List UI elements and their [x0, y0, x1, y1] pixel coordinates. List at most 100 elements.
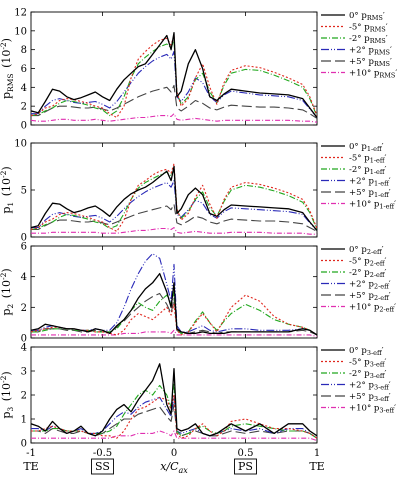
y-tick-label: 12	[14, 8, 27, 19]
y-label-scale-exp: -2	[0, 42, 8, 50]
y-tick-label: 0	[21, 121, 27, 132]
legend-entry: +5° p1-eff′	[349, 188, 391, 199]
y-label-scale-exp: -2	[0, 170, 8, 178]
legend-entry: 0° p1-eff′	[349, 142, 384, 153]
series-line-+10	[31, 430, 317, 442]
y-tick-label: 4	[21, 272, 27, 283]
series-line--2	[31, 291, 317, 336]
legend: 0° p2-eff′-5° p2-eff′-2° p2-eff′+2° p2-e…	[321, 245, 396, 314]
legend-entry: -5° p3-eff′	[349, 358, 386, 369]
legend: 0° p1-eff′-5° p1-eff′-2° p1-eff′+2° p1-e…	[321, 142, 396, 211]
series-line-0	[31, 32, 317, 118]
legend: 0° pRMS′-5° pRMS′-2° pRMS′+2° pRMS′+5° p…	[321, 11, 397, 80]
x-tick-label: -0.5	[93, 448, 112, 459]
legend-entry: -5° p2-eff′	[349, 257, 386, 268]
x-tick-label: -1	[26, 448, 36, 459]
y-tick-label: 10	[14, 26, 27, 37]
series-line--5	[31, 163, 317, 232]
ps-box	[234, 458, 257, 475]
y-tick-label: 2	[21, 102, 27, 113]
series-line--2	[31, 39, 317, 117]
legend-entry: +10° p1-eff′	[349, 200, 396, 211]
y-label-prime: ′	[0, 302, 8, 304]
y-tick-label: 2	[21, 303, 27, 314]
y-label-prime: ′	[0, 405, 8, 407]
y-tick-label: 5	[21, 186, 27, 197]
y-label-scale-close: )	[0, 38, 13, 42]
legend-entry: -5° p1-eff′	[349, 154, 386, 165]
y-label-scale-close: )	[0, 371, 13, 375]
series-group	[31, 363, 317, 442]
series-line-0	[31, 165, 317, 231]
series-line-+5	[31, 203, 317, 232]
series-line-+2	[31, 50, 317, 118]
legend-entry: -2° p2-eff′	[349, 268, 386, 279]
series-line--2	[31, 382, 317, 439]
x-tick-label: 0	[171, 448, 177, 459]
y-label-prime: ′	[0, 71, 8, 73]
ss-label: SS	[95, 460, 110, 473]
y-label-sub: 1	[6, 202, 15, 207]
y-label-sub: RMS	[6, 73, 15, 91]
y-axis-label: p1′ (10-2)	[0, 166, 15, 213]
y-label-scale-close: )	[0, 166, 13, 170]
te-right-label: TE	[309, 460, 324, 473]
legend-entry: +10° p3-eff′	[349, 404, 396, 415]
y-label-scale-exp: -2	[0, 272, 8, 280]
y-tick-label: 2	[21, 391, 27, 402]
legend-entry: +2° pRMS′	[349, 46, 392, 57]
legend-entry: +2° p2-eff′	[349, 280, 391, 291]
series-line-+10	[31, 227, 317, 235]
series-line-0	[31, 272, 317, 336]
legend-entry: +5° p2-eff′	[349, 291, 391, 302]
series-line-+10	[31, 113, 317, 123]
y-axis-label: p3′ (10-2)	[0, 371, 15, 418]
series-group	[31, 163, 317, 235]
legend-entry: +10° pRMS′	[349, 69, 397, 80]
y-label-scale: (10	[0, 50, 13, 72]
legend-entry: -2° p3-eff′	[349, 369, 386, 380]
y-label-main: p	[0, 412, 13, 419]
legend-entry: +2° p1-eff′	[349, 177, 391, 188]
series-line--2	[31, 168, 317, 231]
y-tick-label: 0	[21, 233, 27, 244]
ss-box	[91, 458, 114, 475]
y-label-scale: (10	[0, 178, 13, 200]
y-tick-label: 6	[21, 64, 27, 75]
legend-entry: -5° pRMS′	[349, 23, 388, 34]
y-tick-label: 3	[21, 367, 27, 378]
legend: 0° p3-eff′-5° p3-eff′-2° p3-eff′+2° p3-e…	[321, 346, 396, 415]
y-tick-label: 10	[14, 139, 27, 150]
y-label-scale-close: )	[0, 268, 13, 272]
y-label-main: p	[0, 92, 13, 99]
y-label-main: p	[0, 207, 13, 214]
y-tick-label: 4	[21, 83, 27, 94]
x-tick-label: 1	[314, 448, 320, 459]
series-line--5	[31, 394, 317, 439]
y-label-scale-exp: -2	[0, 375, 8, 383]
series-line-+10	[31, 329, 317, 338]
y-label-prime: ′	[0, 200, 8, 202]
series-line-+5	[31, 84, 317, 119]
y-label-scale: (10	[0, 280, 13, 302]
y-tick-label: 0	[21, 439, 27, 450]
legend-entry: +5° p3-eff′	[349, 392, 391, 403]
y-label-sub: 3	[6, 407, 15, 412]
series-line-+5	[31, 404, 317, 439]
y-tick-label: 6	[21, 242, 27, 253]
series-group	[31, 32, 317, 123]
y-label-main: p	[0, 309, 13, 316]
ps-label: PS	[238, 460, 253, 473]
plot-frame	[30, 11, 318, 126]
chart-panel-2: 0 5 10 p1′ (10-2) 0° p1-eff′-5° p1-eff′-2° p…	[0, 139, 396, 244]
y-axis-label: pRMS′ (10-2)	[0, 38, 15, 99]
series-group	[31, 253, 317, 338]
x-axis-label: x/Cax	[160, 460, 188, 475]
legend-entry: +2° p3-eff′	[349, 381, 391, 392]
legend-entry: 0° p2-eff′	[349, 245, 384, 256]
